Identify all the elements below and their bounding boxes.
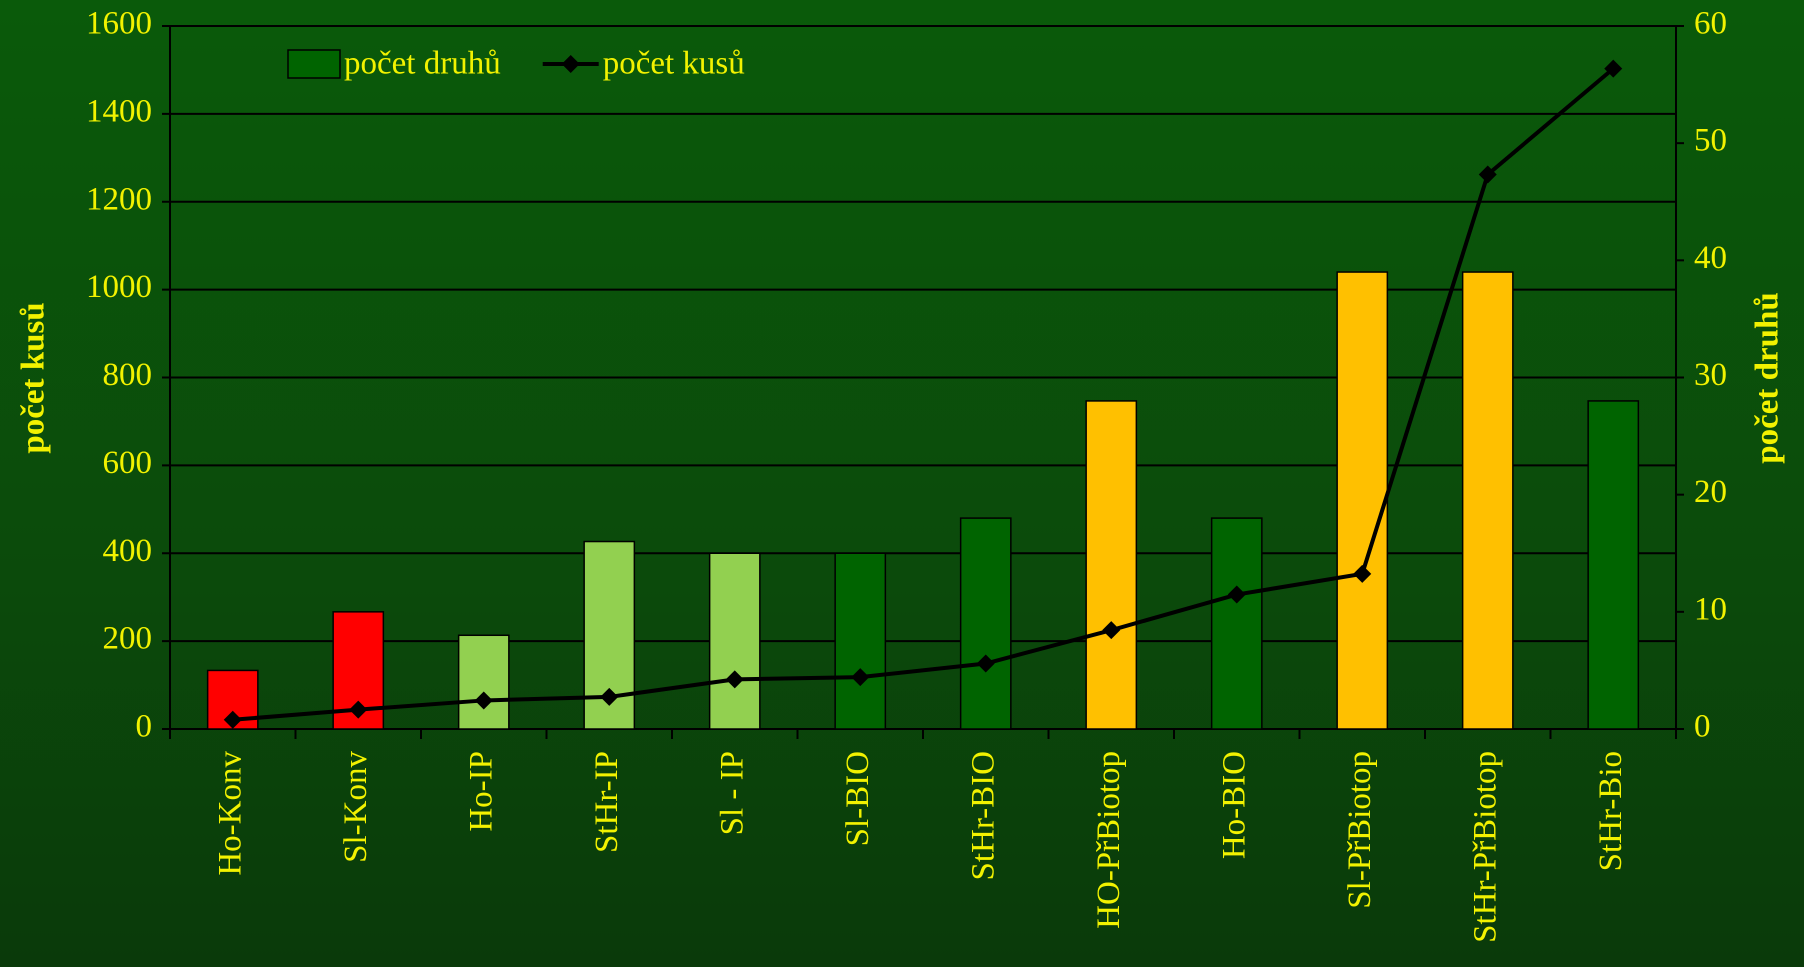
marker — [1227, 585, 1246, 604]
x-tick-label: Sl-BIO — [840, 751, 876, 846]
y-tick-label: 1200 — [86, 181, 152, 217]
y2-tick-label: 0 — [1694, 709, 1711, 745]
x-tick-label: Ho-Konv — [212, 751, 248, 876]
y-tick-label: 1000 — [86, 269, 152, 305]
marker — [851, 668, 870, 687]
y-tick-label: 800 — [103, 357, 153, 393]
marker — [1604, 59, 1623, 78]
y-tick-label: 1600 — [86, 6, 152, 42]
y2-axis-title: počet druhů — [1750, 292, 1786, 463]
marker — [600, 687, 619, 706]
marker — [349, 700, 368, 719]
bar — [708, 552, 761, 730]
y2-tick-label: 60 — [1694, 6, 1727, 42]
y-axis-title: počet kusů — [16, 302, 52, 453]
y-tick-label: 400 — [103, 533, 153, 569]
bar — [1085, 400, 1138, 730]
y2-tick-label: 40 — [1694, 240, 1727, 276]
x-tick-label: HO-PřBiotop — [1091, 751, 1127, 929]
bar — [1336, 271, 1389, 730]
marker — [1478, 165, 1497, 184]
x-tick-label: StHr-IP — [589, 751, 625, 853]
y2-tick-label: 10 — [1694, 591, 1727, 627]
marker — [1102, 621, 1121, 640]
bar — [457, 634, 510, 730]
legend-label: počet druhů — [344, 46, 501, 82]
x-tick-label: StHr-BIO — [965, 751, 1001, 881]
x-tick-label: Sl-PřBiotop — [1342, 751, 1378, 909]
y-tick-label: 0 — [136, 709, 153, 745]
marker — [1353, 564, 1372, 583]
x-tick-label: Sl - IP — [714, 751, 750, 835]
legend-swatch — [287, 49, 341, 79]
bar — [1587, 400, 1640, 730]
bar — [834, 552, 887, 730]
marker — [223, 710, 242, 729]
marker — [474, 691, 493, 710]
y-tick-label: 600 — [103, 445, 153, 481]
x-tick-label: Ho-IP — [463, 751, 499, 832]
marker — [976, 654, 995, 673]
bar — [959, 517, 1012, 730]
x-tick-label: StHr-Bio — [1593, 751, 1629, 871]
x-tick-label: Sl-Konv — [338, 751, 374, 863]
x-tick-label: StHr-PřBiotop — [1467, 751, 1503, 943]
legend-marker — [561, 55, 580, 73]
marker — [725, 670, 744, 689]
y2-tick-label: 30 — [1694, 357, 1727, 393]
bar — [1461, 271, 1514, 730]
bar — [1210, 517, 1263, 730]
y-tick-label: 200 — [103, 621, 153, 657]
legend-label: počet kusů — [603, 46, 745, 82]
x-tick-label: Ho-BIO — [1216, 751, 1252, 859]
y2-tick-label: 20 — [1694, 474, 1727, 510]
y2-tick-label: 50 — [1694, 123, 1727, 159]
line — [232, 67, 1615, 722]
y-tick-label: 1400 — [86, 93, 152, 129]
